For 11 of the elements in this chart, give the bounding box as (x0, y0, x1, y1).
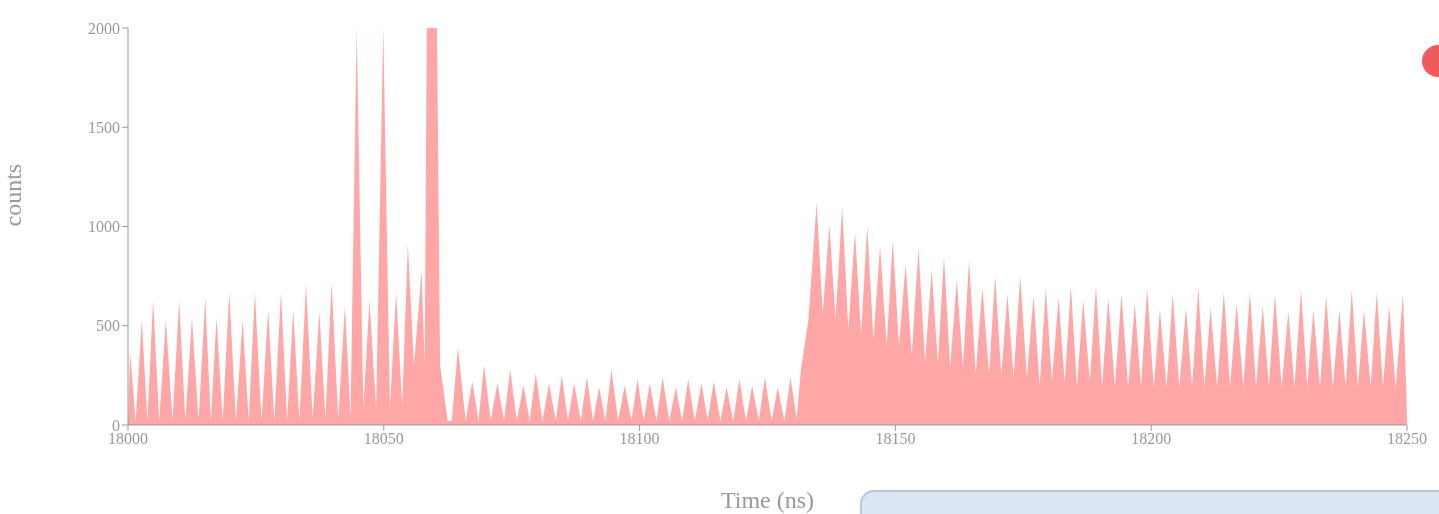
x-tick-label: 18100 (619, 430, 660, 448)
x-axis-title: Time (ns) (720, 487, 815, 513)
x-tick-label: 18250 (1387, 430, 1427, 448)
y-axis-title: counts (0, 163, 26, 227)
y-tick-label: 1500 (88, 118, 120, 136)
y-tick-label: 500 (96, 317, 120, 335)
x-tick-label: 18150 (875, 430, 916, 448)
x-tick-label: 18050 (363, 430, 404, 448)
x-tick-label: 18200 (1131, 430, 1172, 448)
y-tick-label: 1000 (88, 218, 120, 236)
y-tick-label: 2000 (88, 19, 120, 37)
